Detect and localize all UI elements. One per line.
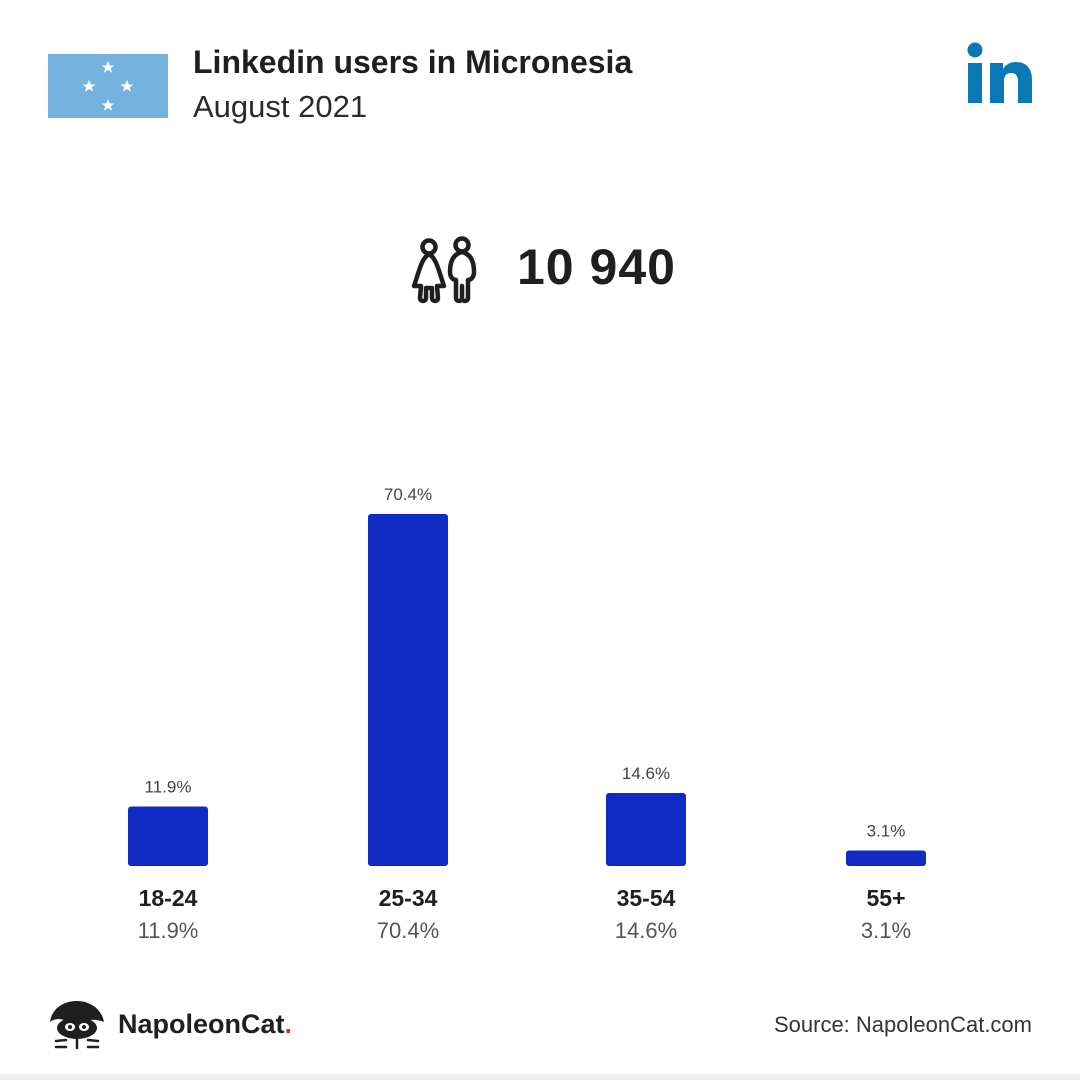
category-value: 14.6% bbox=[615, 918, 677, 943]
brand-name: NapoleonCat. bbox=[118, 1009, 292, 1040]
category-label: 18-24 bbox=[139, 885, 198, 911]
source-text: Source: NapoleonCat.com bbox=[773, 1012, 1032, 1037]
linkedin-logo-icon bbox=[967, 42, 1032, 103]
category-label: 55+ bbox=[866, 885, 905, 911]
category-value: 70.4% bbox=[377, 918, 439, 943]
bar-value-label: 70.4% bbox=[384, 485, 432, 504]
page-subtitle: August 2021 bbox=[193, 89, 368, 124]
bottom-strip bbox=[0, 1074, 1080, 1080]
bar-25-34 bbox=[368, 514, 448, 866]
napoleoncat-logo-icon bbox=[50, 1001, 104, 1050]
bar-value-label: 14.6% bbox=[622, 764, 670, 783]
brand-dot: . bbox=[284, 1009, 293, 1039]
bar-value-label: 11.9% bbox=[145, 778, 192, 797]
category-value: 3.1% bbox=[861, 918, 911, 943]
micronesia-flag-icon bbox=[48, 54, 168, 118]
brand-name-text: NapoleonCat bbox=[118, 1009, 285, 1039]
people-icon bbox=[411, 236, 477, 304]
page-title: Linkedin users in Micronesia bbox=[193, 44, 633, 80]
bar-value-label: 3.1% bbox=[867, 822, 906, 841]
category-label: 35-54 bbox=[617, 885, 676, 911]
bar-18-24 bbox=[128, 806, 208, 866]
bar-35-54 bbox=[606, 793, 686, 866]
total-users-value: 10 940 bbox=[517, 239, 676, 295]
bar-55+ bbox=[846, 850, 926, 866]
category-label: 25-34 bbox=[379, 885, 438, 911]
category-value: 11.9% bbox=[138, 918, 199, 943]
